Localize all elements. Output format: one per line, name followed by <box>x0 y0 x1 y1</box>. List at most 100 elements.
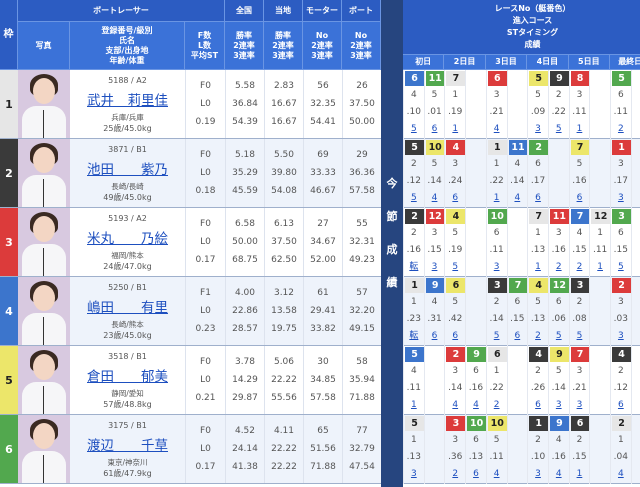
race-result-link[interactable]: 3 <box>535 124 541 134</box>
st-timing: .24 <box>448 176 463 186</box>
race-result-link[interactable]: 2 <box>576 262 583 272</box>
st-timing: .31 <box>427 314 442 324</box>
zenkoku-value: 4.52 <box>234 426 256 436</box>
racer-name-link[interactable]: 池田 紫乃 <box>87 162 168 178</box>
racer-name-link[interactable]: 嶋田 有里 <box>87 300 168 316</box>
race-result-link[interactable]: 3 <box>410 469 417 479</box>
race-result-link[interactable]: 6 <box>535 400 541 410</box>
race-number: 12 <box>549 278 569 293</box>
race-entry <box>630 70 640 139</box>
race-result-link[interactable]: 4 <box>514 193 521 203</box>
race-result-link[interactable]: 1 <box>576 469 583 479</box>
race-result-link[interactable]: 3 <box>617 193 624 203</box>
race-entry <box>423 346 445 415</box>
race-entry: 7 1 .19 1 <box>444 70 466 139</box>
race-result-link[interactable]: 4 <box>493 124 500 134</box>
entry-course: 4 <box>410 366 417 376</box>
racer-age-weight: 24歳/47.0kg <box>103 262 152 271</box>
zenkoku-value: 45.59 <box>232 186 258 196</box>
race-result-link[interactable]: 5 <box>410 124 417 134</box>
race-result-link[interactable]: 2 <box>617 124 624 134</box>
boat-value: 47.54 <box>349 462 375 472</box>
race-result-link[interactable]: 5 <box>617 262 624 272</box>
race-number: 5 <box>405 347 424 362</box>
race-result-link[interactable]: 4 <box>452 400 459 410</box>
race-result-link[interactable]: 4 <box>555 469 562 479</box>
race-entry: 8 3 .11 1 <box>568 70 590 139</box>
race-number: 1 <box>487 140 507 155</box>
race-result-link[interactable]: 2 <box>493 400 500 410</box>
race-entry: 9 2 .22 5 <box>547 70 569 139</box>
race-result-link[interactable]: 1 <box>493 193 500 203</box>
racer-name-link[interactable]: 武井 莉里佳 <box>87 93 168 109</box>
race-result-link[interactable]: 3 <box>555 400 562 410</box>
race-result-link[interactable]: 4 <box>473 400 479 410</box>
race-result-link[interactable]: 4 <box>493 469 500 479</box>
race-entry: 9 4 .31 6 <box>423 277 445 346</box>
racer-row: 1 5188 / A2 武井 莉里佳 兵庫/兵庫 25歳/45.0kg F0 L0 0.19 5… <box>0 70 381 139</box>
zenkoku-stats: 4.52 24.14 41.38 <box>225 415 264 483</box>
racer-name-link[interactable]: 渡辺 千草 <box>87 438 168 454</box>
race-result-link[interactable]: 3 <box>493 262 500 272</box>
race-result-link[interactable]: 6 <box>452 193 459 203</box>
fl-value: L0 <box>200 99 211 109</box>
entry-course: 2 <box>535 435 541 445</box>
race-result-link[interactable]: 転 <box>409 331 419 341</box>
race-result-link[interactable]: 3 <box>431 262 438 272</box>
fl-stats: F0 L0 0.19 <box>185 70 225 138</box>
race-result-link[interactable]: 1 <box>452 124 459 134</box>
race-result-link[interactable]: 2 <box>555 262 562 272</box>
race-result-link[interactable]: 5 <box>452 262 459 272</box>
racer-name-link[interactable]: 倉田 郁美 <box>87 369 168 385</box>
race-result-link[interactable]: 2 <box>535 331 541 341</box>
race-result-link[interactable]: 1 <box>535 262 541 272</box>
race-result-link[interactable]: 3 <box>576 400 583 410</box>
race-result-link[interactable]: 6 <box>576 193 583 203</box>
header-motor-rates: No 2連率 3連率 <box>303 22 342 70</box>
race-result-link[interactable]: 6 <box>514 331 521 341</box>
race-result-link[interactable]: 3 <box>617 331 624 341</box>
race-result-link[interactable]: 1 <box>597 262 603 272</box>
race-result-link[interactable]: 6 <box>431 124 438 134</box>
race-number: 5 <box>612 71 631 86</box>
race-entry <box>630 277 640 346</box>
waku-number: 1 <box>0 70 18 138</box>
race-result-link[interactable]: 6 <box>431 331 438 341</box>
race-number: 2 <box>612 416 631 431</box>
fl-stats: F0 L0 0.18 <box>185 139 225 207</box>
race-entry <box>630 208 640 277</box>
race-result-link[interactable]: 2 <box>452 469 459 479</box>
race-result-link[interactable]: 3 <box>535 469 541 479</box>
motor-value: 56 <box>317 81 329 91</box>
photo-body <box>22 106 66 138</box>
race-result-link[interactable]: 5 <box>493 331 500 341</box>
st-timing: .26 <box>530 383 546 393</box>
zenkoku-value: 3.78 <box>234 357 256 367</box>
boat-value: 49.15 <box>349 324 375 334</box>
race-result-link[interactable]: 6 <box>535 193 541 203</box>
entry-course: 6 <box>473 366 479 376</box>
race-number: 5 <box>405 140 424 155</box>
race-result-link[interactable]: 6 <box>617 400 624 410</box>
race-result-link[interactable]: 6 <box>452 331 459 341</box>
race-entry <box>547 139 569 208</box>
racer-name-link[interactable]: 米丸 乃絵 <box>87 231 168 247</box>
touchi-value: 37.50 <box>271 237 297 247</box>
entry-course: 4 <box>514 159 521 169</box>
race-result-link[interactable]: 1 <box>576 124 583 134</box>
race-result-link[interactable]: 4 <box>431 193 438 203</box>
motor-value: 71.88 <box>310 462 336 472</box>
fl-stats: F0 L0 0.17 <box>185 415 225 483</box>
entry-course: 3 <box>617 159 624 169</box>
race-result-link[interactable]: 5 <box>410 193 417 203</box>
race-result-link[interactable]: 1 <box>410 400 417 410</box>
zenkoku-value: 41.38 <box>232 462 258 472</box>
zenkoku-value: 5.18 <box>234 150 256 160</box>
race-number: 1 <box>405 278 424 293</box>
race-result-link[interactable]: 5 <box>576 331 583 341</box>
race-result-link[interactable]: 転 <box>409 262 419 272</box>
race-result-link[interactable]: 5 <box>555 124 562 134</box>
race-result-link[interactable]: 6 <box>473 469 479 479</box>
race-result-link[interactable]: 4 <box>617 469 624 479</box>
race-result-link[interactable]: 5 <box>555 331 562 341</box>
